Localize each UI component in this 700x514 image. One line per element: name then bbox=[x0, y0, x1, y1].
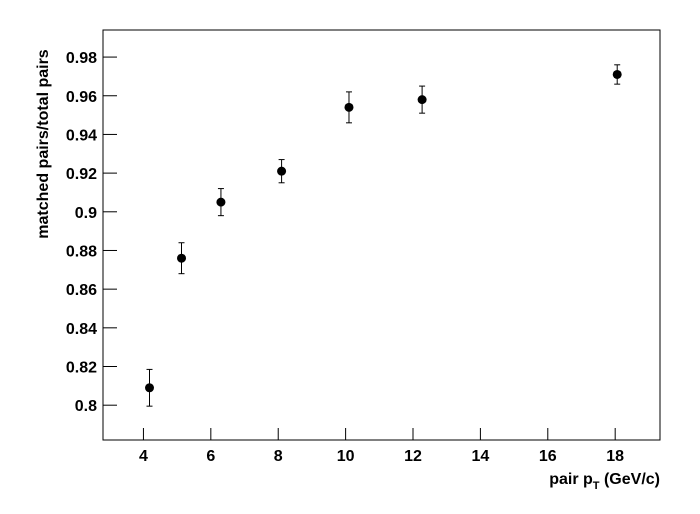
data-point bbox=[277, 166, 287, 176]
data-point bbox=[417, 95, 427, 105]
y-tick-label: 0.94 bbox=[66, 127, 97, 144]
y-tick-label: 0.84 bbox=[66, 321, 97, 338]
data-point bbox=[612, 69, 622, 79]
x-tick-label: 10 bbox=[337, 448, 355, 465]
x-axis-label-part: (GeV/c) bbox=[600, 471, 660, 488]
data-point bbox=[177, 253, 187, 263]
x-tick-label: 16 bbox=[539, 448, 557, 465]
x-tick-label: 4 bbox=[139, 448, 148, 465]
x-axis-label: pair pT (GeV/c) bbox=[549, 471, 660, 492]
y-tick-label: 0.82 bbox=[66, 360, 97, 377]
y-tick-label: 0.88 bbox=[66, 243, 97, 260]
data-point bbox=[216, 197, 226, 207]
x-axis-label-sub: T bbox=[593, 480, 600, 492]
x-tick-label: 12 bbox=[404, 448, 422, 465]
y-tick-label: 0.9 bbox=[75, 205, 97, 222]
x-axis-label-part: pair p bbox=[549, 471, 593, 488]
x-tick-label: 14 bbox=[472, 448, 490, 465]
data-point bbox=[344, 102, 354, 112]
plot-frame bbox=[102, 29, 661, 441]
x-tick-label: 18 bbox=[606, 448, 624, 465]
data-point bbox=[145, 383, 155, 393]
y-tick-label: 0.98 bbox=[66, 50, 97, 67]
x-tick-label: 8 bbox=[274, 448, 283, 465]
y-tick-label: 0.8 bbox=[75, 398, 97, 415]
y-tick-label: 0.96 bbox=[66, 89, 97, 106]
y-tick-label: 0.86 bbox=[66, 282, 97, 299]
y-axis-label: matched pairs/total pairs bbox=[35, 49, 52, 238]
y-tick-label: 0.92 bbox=[66, 166, 97, 183]
x-tick-label: 6 bbox=[206, 448, 215, 465]
